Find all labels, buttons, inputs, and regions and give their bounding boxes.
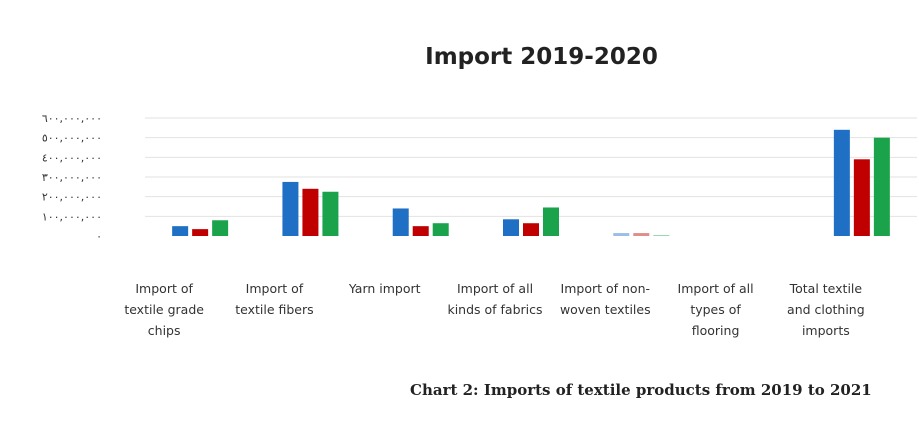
bar [282,181,299,236]
bar [653,235,670,237]
bar [212,220,229,236]
bar [633,233,650,236]
bar [302,188,319,236]
x-tick-label: Import of all kinds of fabrics [447,281,542,317]
bar [432,223,449,236]
bar [412,226,429,236]
bar [503,219,519,236]
bar [392,208,409,236]
chart-caption: Chart 2: Imports of textile products fro… [410,381,872,399]
bar [523,223,539,236]
y-tick-label: ٤٠٠,٠٠٠,٠٠٠ [42,151,102,164]
bar [322,191,339,236]
y-tick-label: ١٠٠,٠٠٠,٠٠٠ [42,210,102,223]
bar [543,207,559,236]
bar [853,159,870,236]
bars [172,129,890,237]
x-tick-label: Import of all types of flooring [678,281,754,338]
bar [172,226,189,236]
y-tick-label: ٠ [96,230,102,243]
y-tick-label: ٣٠٠,٠٠٠,٠٠٠ [42,171,102,184]
bar [833,129,850,236]
y-tick-label: ٦٠٠,٠٠٠,٠٠٠ [42,112,102,125]
y-tick-label: ٥٠٠,٠٠٠,٠٠٠ [42,132,102,145]
bar [613,233,630,236]
gridlines [145,117,917,217]
y-tick-label: ٢٠٠,٠٠٠,٠٠٠ [42,191,102,204]
x-tick-label: Yarn import [348,281,421,296]
x-tick-label: Import of textile grade chips [124,281,204,338]
x-axis-labels: Import of textile grade chips Import of text… [124,281,864,338]
y-axis-ticks: ٠ ١٠٠,٠٠٠,٠٠٠ ٢٠٠,٠٠٠,٠٠٠ ٣٠٠,٠٠٠,٠٠٠ ٤٠٠,٠٠… [42,112,102,243]
bar [192,229,209,236]
chart-title: Import 2019-2020 [425,44,658,70]
bar [873,137,890,236]
x-tick-label: Total textile and clothing imports [787,281,865,338]
x-tick-label: Import of non-woven textiles [560,281,651,317]
x-tick-label: Import of textile fibers [235,281,313,317]
